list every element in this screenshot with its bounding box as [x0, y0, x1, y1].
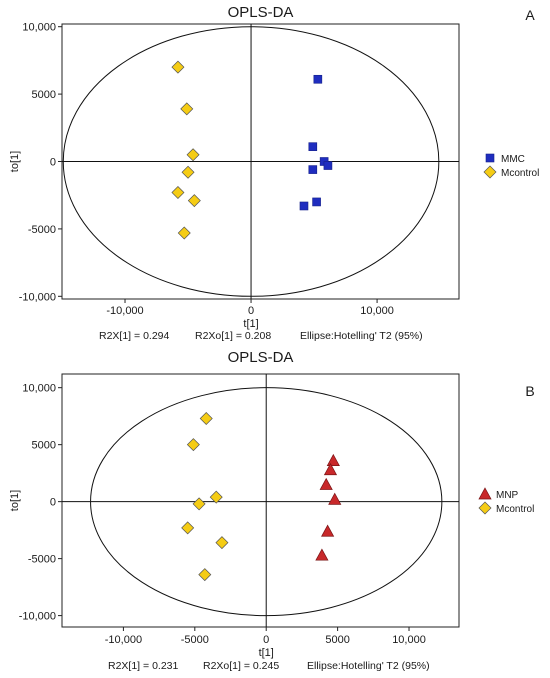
data-point-mcontrol: [171, 60, 185, 74]
x-tick-label: -10,000: [105, 634, 142, 646]
model-stat: Ellipse:Hotelling' T2 (95%): [307, 660, 430, 672]
data-point-mnp: [319, 477, 333, 490]
legend-label-mmc: MMC: [501, 154, 525, 165]
data-point-mcontrol: [215, 536, 229, 550]
panel-a: OPLS-DA A -10,000 0 10,000 10,000 5000 0 -5000 -1…: [9, 4, 539, 342]
y-tick-label: -5000: [28, 224, 56, 236]
data-point-mcontrol: [171, 186, 185, 199]
x-axis-label: t[1]: [243, 318, 258, 330]
data-point-mmc: [308, 165, 318, 174]
x-tick-label: -5000: [181, 634, 209, 646]
y-tick-label: -10,000: [19, 291, 56, 303]
y-tick-label: -5000: [28, 554, 56, 566]
legend-marker-mcontrol: [478, 501, 492, 515]
data-point-mcontrol: [199, 411, 213, 425]
legend-marker-mmc: [485, 153, 495, 163]
data-point-mmc: [313, 74, 323, 84]
data-point-mcontrol: [209, 490, 223, 504]
y-tick-label: 5000: [32, 440, 56, 452]
data-point-mmc: [323, 161, 333, 170]
x-tick-label: 10,000: [360, 305, 394, 317]
y-tick-label: 10,000: [22, 383, 56, 395]
chart-title: OPLS-DA: [228, 349, 294, 366]
panel-letter: A: [525, 7, 535, 23]
x-tick-label: 0: [263, 634, 269, 646]
data-point-mnp: [321, 524, 335, 537]
legend-label-mcontrol: Mcontrol: [501, 168, 539, 179]
data-point-mcontrol: [186, 148, 200, 162]
legend: MMC Mcontrol: [483, 153, 539, 179]
hotelling-ellipse: [90, 387, 443, 617]
data-point-mnp: [323, 462, 338, 476]
data-point-mmc: [299, 201, 309, 211]
series-mcontrol: [171, 60, 201, 240]
panel-b: OPLS-DA B -10,000 -5000 0 5000 10,000 10,000 500…: [9, 349, 535, 672]
data-point-mcontrol: [181, 165, 195, 179]
data-point-mcontrol: [198, 568, 212, 582]
model-stat: R2X[1] = 0.231: [108, 660, 179, 672]
legend-marker-mnp: [478, 487, 492, 500]
data-point-mcontrol: [180, 102, 194, 116]
legend-label-mcontrol: Mcontrol: [496, 504, 534, 515]
y-axis-label: to[1]: [9, 151, 21, 172]
legend: MNP Mcontrol: [478, 487, 534, 515]
series-mmc: [299, 74, 333, 211]
x-tick-label: 10,000: [392, 634, 426, 646]
model-stat: R2X[1] = 0.294: [99, 330, 170, 342]
data-point-mcontrol: [192, 497, 206, 511]
y-tick-label: 5000: [32, 89, 56, 101]
data-point-mcontrol: [181, 521, 195, 535]
data-point-mmc: [308, 142, 318, 151]
x-tick-label: 0: [248, 305, 254, 317]
y-tick-label: -10,000: [19, 611, 56, 623]
series-mcontrol: [181, 411, 229, 582]
model-stat: R2Xo[1] = 0.208: [195, 330, 271, 342]
hotelling-ellipse: [62, 26, 440, 297]
panel-letter: B: [525, 383, 534, 399]
data-point-mcontrol: [177, 226, 191, 240]
series-mnp: [315, 453, 342, 561]
model-stat: R2Xo[1] = 0.245: [203, 660, 279, 672]
data-point-mnp: [326, 453, 340, 466]
legend-marker-mcontrol: [483, 165, 497, 179]
data-point-mnp: [328, 492, 342, 505]
legend-label-mnp: MNP: [496, 490, 519, 501]
chart-title: OPLS-DA: [228, 4, 294, 21]
data-point-mcontrol: [187, 194, 201, 208]
y-axis-label: to[1]: [9, 490, 21, 511]
data-point-mnp: [315, 548, 329, 561]
x-axis-label: t[1]: [259, 647, 274, 659]
data-point-mcontrol: [186, 438, 200, 452]
x-tick-label: 5000: [325, 634, 349, 646]
y-tick-label: 10,000: [22, 22, 56, 34]
plot-frame: [61, 373, 460, 628]
y-tick-label: 0: [50, 157, 56, 169]
x-tick-label: -10,000: [106, 305, 143, 317]
y-tick-label: 0: [50, 497, 56, 509]
data-point-mmc: [312, 197, 321, 207]
model-stat: Ellipse:Hotelling' T2 (95%): [300, 330, 423, 342]
